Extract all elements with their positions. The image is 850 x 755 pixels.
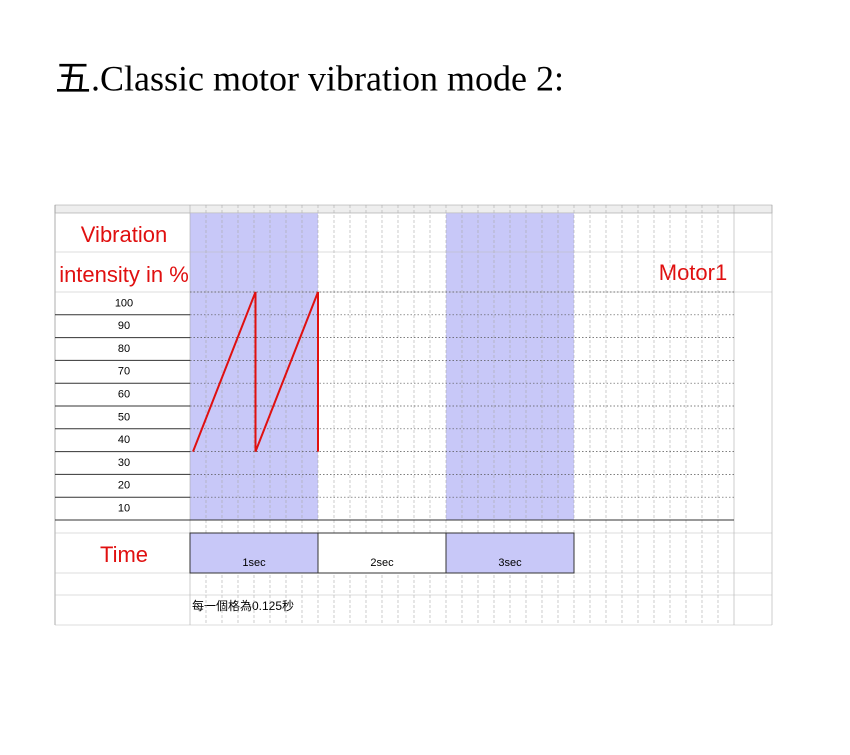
y-tick-label: 90 — [118, 320, 130, 332]
y-tick-label: 20 — [118, 480, 130, 492]
y-tick-label: 100 — [115, 297, 133, 309]
time-block — [445, 532, 575, 574]
line — [192, 291, 319, 452]
y-tick-label: 30 — [118, 457, 130, 469]
y-label: Vibration — [81, 222, 167, 247]
motor-label: Motor1 — [659, 260, 727, 285]
spreadsheet: Vibration intensity in % Motor1 Time 每一個… — [54, 204, 773, 626]
column-header — [54, 204, 773, 214]
y-tick-label: 60 — [118, 389, 130, 401]
time-label: Time — [100, 542, 148, 567]
y-tick-label: 40 — [118, 434, 130, 446]
time-block — [317, 532, 447, 574]
time-block-label: 2sec — [370, 557, 394, 569]
y-tick-label: 50 — [118, 411, 130, 423]
y-tick-label: 10 — [118, 503, 130, 515]
note: 每一個格為0.125秒 — [192, 598, 294, 613]
y-tick-label: 80 — [118, 343, 130, 355]
title: 五.Classic motor vibration mode 2: — [55, 58, 564, 98]
time-block-label: 3sec — [498, 557, 522, 569]
time-block-label: 1sec — [242, 557, 266, 569]
y-tick-label: 70 — [118, 366, 130, 378]
time-block — [189, 532, 319, 574]
y-label: intensity in % — [59, 262, 189, 287]
